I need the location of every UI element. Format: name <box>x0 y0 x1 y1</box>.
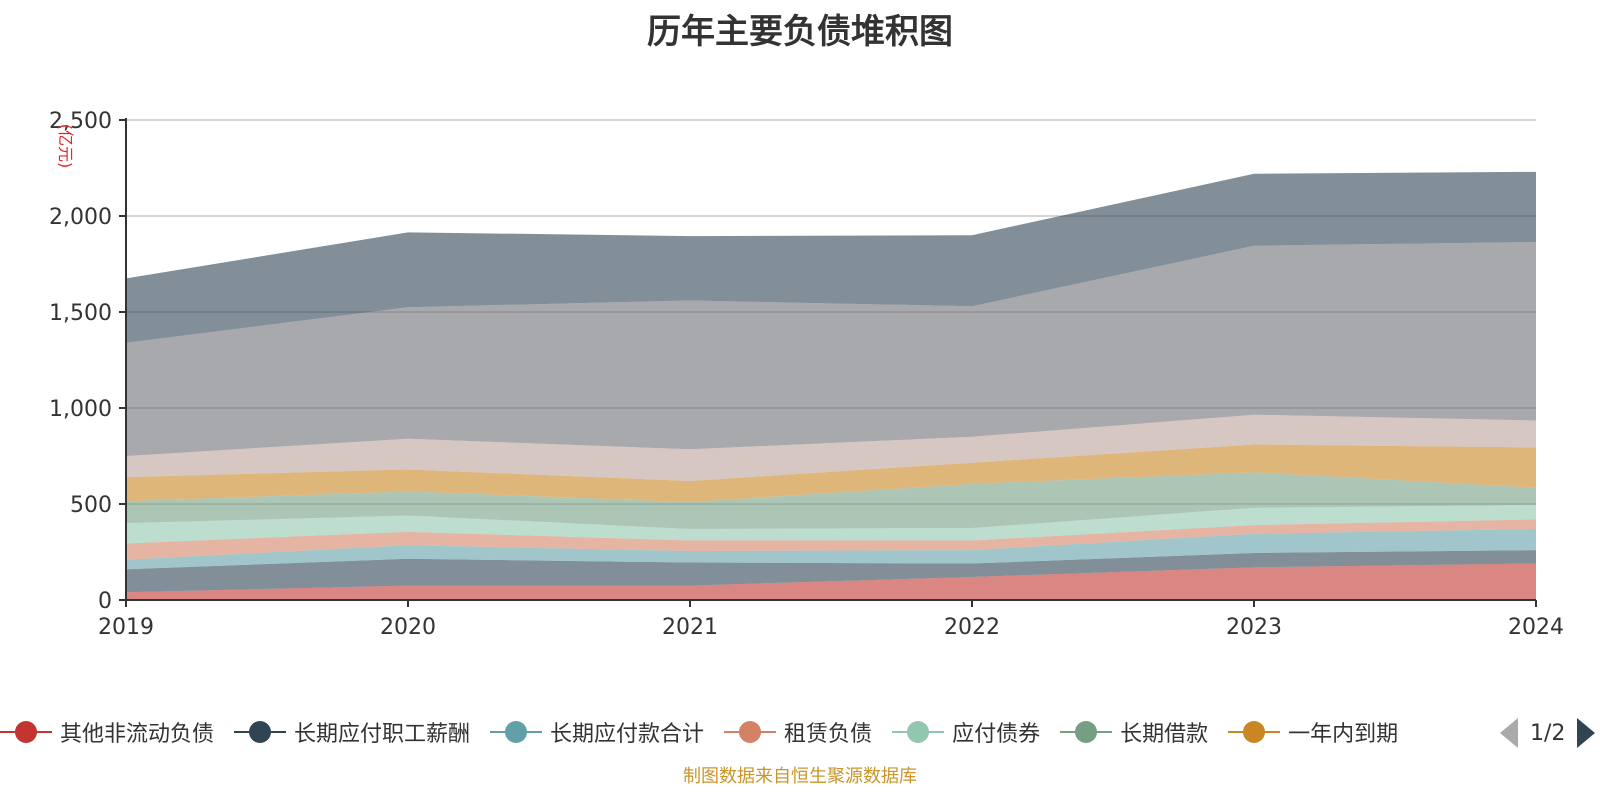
legend-item[interactable]: 长期借款 <box>1060 716 1208 748</box>
area-series-3 <box>126 528 1536 570</box>
area-series-2 <box>126 550 1536 593</box>
area-series-4 <box>126 519 1536 560</box>
legend-item-label: 其他非流动负债 <box>60 722 215 747</box>
legend-item[interactable]: 其他非流动负债 <box>0 716 214 748</box>
legend-item[interactable]: 长期应付职工薪酬 <box>234 716 470 748</box>
stacked-area-chart: 0 500 1,000 1,500 2,000 2,500 2019 2020 2021 2022… <box>49 109 1564 640</box>
area-series-8 <box>126 414 1536 481</box>
legend: 其他非流动负债 长期应付职工薪酬 长期应付款合计 租赁负债 应付债券 长期借款 一年内到期 <box>0 712 1505 752</box>
y-tick-label: 2,500 <box>49 109 112 134</box>
legend-pager: 1/2 <box>1500 718 1596 748</box>
legend-marker-icon <box>1060 718 1113 746</box>
legend-item[interactable]: 应付债券 <box>892 716 1040 748</box>
y-tick-label: 2,000 <box>49 205 112 230</box>
legend-item[interactable]: 租赁负债 <box>724 716 872 748</box>
legend-item[interactable]: 长期应付款合计 <box>490 716 704 748</box>
area-series-7 <box>126 444 1536 503</box>
legend-marker-icon <box>234 718 287 746</box>
area-series-9 <box>126 241 1536 456</box>
data-source-note: 制图数据来自恒生聚源数据库 <box>683 766 917 787</box>
area-series-5 <box>126 504 1536 544</box>
legend-marker-icon <box>724 718 777 746</box>
legend-item-label: 长期应付职工薪酬 <box>294 722 471 747</box>
legend-marker-icon <box>0 718 52 746</box>
area-series-1 <box>126 563 1536 600</box>
chart-title: 历年主要负债堆积图 <box>647 12 953 52</box>
x-tick-label: 2023 <box>1226 615 1282 640</box>
x-tick-label: 2022 <box>944 615 1000 640</box>
legend-marker-icon <box>892 718 945 746</box>
y-tick-label: 0 <box>98 589 112 614</box>
x-tick-label: 2020 <box>380 615 436 640</box>
legend-next-page-button[interactable] <box>1577 718 1596 748</box>
y-tick-label: 500 <box>70 493 112 518</box>
area-series-6 <box>126 472 1536 529</box>
y-tick-label: 1,500 <box>49 301 112 326</box>
legend-marker-icon <box>490 718 543 746</box>
legend-prev-page-button[interactable] <box>1500 718 1518 748</box>
legend-item-label: 长期借款 <box>1120 722 1209 747</box>
x-tick-label: 2024 <box>1508 615 1564 640</box>
legend-item-label: 租赁负债 <box>784 722 873 747</box>
y-tick-label: 1,000 <box>49 397 112 422</box>
y-axis-unit-label: (亿元) <box>56 124 75 169</box>
legend-item-label: 一年内到期 <box>1288 722 1399 747</box>
area-series-10 <box>126 171 1536 343</box>
legend-page-indicator: 1/2 <box>1530 720 1566 746</box>
x-tick-label: 2021 <box>662 615 718 640</box>
legend-item-label: 长期应付款合计 <box>550 722 705 747</box>
legend-marker-icon <box>1228 718 1281 746</box>
x-tick-label: 2019 <box>98 615 154 640</box>
legend-item[interactable]: 一年内到期 <box>1228 716 1398 748</box>
legend-item-label: 应付债券 <box>952 722 1041 747</box>
